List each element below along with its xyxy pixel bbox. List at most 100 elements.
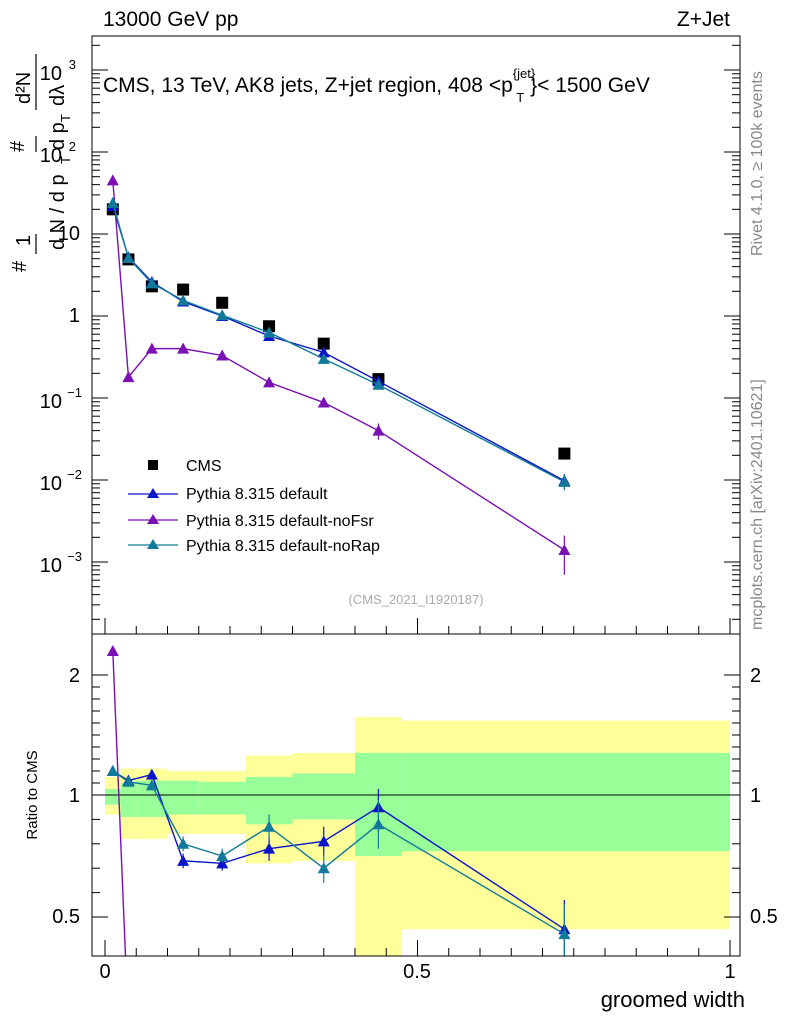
ratio-2-point-2 <box>145 779 158 791</box>
series-3-point-2 <box>145 277 158 289</box>
ratio-0-point-5 <box>263 842 276 854</box>
series-2-point-6 <box>317 396 330 408</box>
rtick-2-left: 2 <box>69 665 80 687</box>
header-left: 13000 GeV pp <box>103 8 238 31</box>
rtick-05-right: 0.5 <box>750 906 778 928</box>
legend-marker-default <box>147 488 159 498</box>
series-2-point-2 <box>145 342 158 354</box>
band-stat-4 <box>198 781 246 815</box>
ytick-1e-1-exp: −1 <box>67 385 82 400</box>
series-2-point-4 <box>216 349 229 361</box>
legend-label-nofsr: Pythia 8.315 default-noFsr <box>186 513 374 530</box>
legend-marker-nofsr <box>147 514 159 524</box>
series-3-point-1 <box>122 251 135 263</box>
ratio-1-point-3 <box>177 984 189 995</box>
ytick-1e3-exp: 3 <box>69 57 76 72</box>
svg-text:T: T <box>58 156 73 164</box>
x-tick-labels: 0 0.5 1 <box>99 961 735 983</box>
ytick-1e2: 10 <box>40 145 62 167</box>
svg-text:T: T <box>58 114 73 122</box>
header-right: Z+Jet <box>677 8 730 31</box>
xtick-05: 0.5 <box>403 961 431 983</box>
series-2-point-8 <box>558 544 571 556</box>
series-2-point-3 <box>177 342 190 354</box>
ratio-1-point-2 <box>146 984 158 995</box>
svg-text:d N / d p: d N / d p <box>47 174 69 250</box>
series-2-point-0 <box>106 174 119 186</box>
legend: CMS Pythia 8.315 default Pythia 8.315 de… <box>128 458 380 555</box>
ratio-2-point-8 <box>558 928 571 940</box>
band-stat-0 <box>105 789 121 805</box>
main-y-tick-labels: 10 −3 10 −2 10 −1 1 10 10 2 10 3 <box>40 57 82 577</box>
ytick-1e-1: 10 <box>40 391 62 413</box>
ratio-2-point-7 <box>372 818 385 830</box>
cms-point-6 <box>317 337 330 350</box>
series-3-point-5 <box>263 326 276 338</box>
ratio-1-point-8 <box>558 1016 570 1024</box>
series-3-point-4 <box>216 309 229 321</box>
mcplots-label: mcplots.cern.ch [arXiv:2401.10621] <box>749 379 766 630</box>
svg-text:dλ: dλ <box>47 85 69 106</box>
xtick-1: 1 <box>724 961 735 983</box>
rtick-2-right: 2 <box>750 665 761 687</box>
rtick-1-left: 1 <box>69 785 80 807</box>
rtick-1-right: 1 <box>750 785 761 807</box>
cms-point-5 <box>263 320 276 333</box>
ratio-y-tick-labels: 0.5 1 2 0.5 1 2 <box>52 665 778 928</box>
band-stat-3 <box>167 780 199 815</box>
ytick-1e-2: 10 <box>40 473 62 495</box>
xtick-0: 0 <box>99 961 110 983</box>
legend-label-norap: Pythia 8.315 default-noRap <box>186 538 380 555</box>
series-3-point-7 <box>372 378 385 390</box>
ytick-1e2-exp: 2 <box>69 139 76 154</box>
cms-point-3 <box>177 283 190 296</box>
series-1-point-6 <box>317 346 330 358</box>
series-2-point-7 <box>372 424 385 436</box>
ratio-2-point-0 <box>106 765 119 776</box>
ratio-0-point-6 <box>317 835 330 847</box>
series-3-point-0 <box>106 196 119 208</box>
rivet-label: Rivet 4.1.0, ≥ 100k events <box>749 71 766 256</box>
series-line-3 <box>112 202 565 483</box>
cms-point-8 <box>558 447 571 460</box>
main-ylabel: # 1 d N / d p T # d p T d²N dλ <box>7 54 73 272</box>
series-3-point-8 <box>558 475 571 487</box>
ratio-2-point-3 <box>177 837 190 849</box>
ratio-2-point-5 <box>263 820 276 832</box>
ratio-2-point-4 <box>216 850 229 861</box>
band-stat-1 <box>120 783 137 817</box>
series-2-point-1 <box>122 371 135 383</box>
main-title: CMS, 13 TeV, AK8 jets, Z+jet region, 408… <box>103 66 650 105</box>
band-stat-6 <box>292 773 355 820</box>
ratio-ylabel: Ratio to CMS <box>24 750 41 839</box>
ratio-0-point-2 <box>145 768 158 780</box>
ratio-2-point-6 <box>317 862 330 874</box>
series-3-point-6 <box>317 352 330 364</box>
cms-point-4 <box>216 296 229 309</box>
ratio-1-point-7 <box>372 977 384 988</box>
svg-text:#: # <box>7 140 29 152</box>
rtick-05-left: 0.5 <box>52 906 80 928</box>
svg-text:d²N: d²N <box>13 72 35 104</box>
ratio-1-point-5 <box>263 984 275 995</box>
ratio-1-point-0 <box>106 645 119 656</box>
legend-marker-norap <box>147 539 159 549</box>
main-series <box>106 174 571 575</box>
svg-text:d p: d p <box>47 122 69 150</box>
legend-label-cms: CMS <box>186 458 222 475</box>
ratio-2-point-1 <box>122 775 135 787</box>
ratio-series <box>106 645 571 1024</box>
legend-marker-cms <box>148 460 158 470</box>
svg-text:1: 1 <box>13 235 35 246</box>
ytick-1e-2-exp: −2 <box>67 467 82 482</box>
axis-ticks <box>92 44 740 956</box>
watermark: (CMS_2021_I1920187) <box>348 592 483 607</box>
ratio-1-point-4 <box>216 979 228 990</box>
ytick-1e3: 10 <box>40 63 62 85</box>
band-stat-8 <box>401 753 730 852</box>
ytick-1: 1 <box>69 305 80 327</box>
ratio-0-point-3 <box>177 854 190 866</box>
series-2-point-5 <box>263 376 276 388</box>
x-axis-label: groomed width <box>601 987 745 1012</box>
